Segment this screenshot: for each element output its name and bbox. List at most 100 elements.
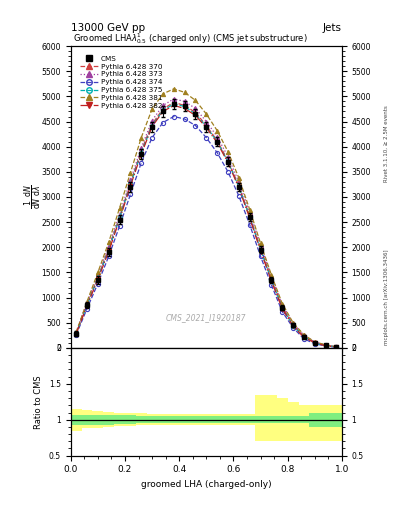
Pythia 6.428 370 [117, 214, 122, 220]
Pythia 6.428 374 [74, 332, 79, 338]
Pythia 6.428 374 [95, 281, 100, 287]
Pythia 6.428 370 [150, 121, 154, 127]
Pythia 6.428 374 [107, 253, 111, 260]
Pythia 6.428 382 [84, 303, 89, 309]
Pythia 6.428 375 [301, 334, 306, 340]
Pythia 6.428 381 [107, 239, 111, 245]
Pythia 6.428 374 [215, 150, 220, 156]
Pythia 6.428 375 [269, 277, 274, 283]
Y-axis label: Ratio to CMS: Ratio to CMS [34, 375, 43, 429]
Pythia 6.428 375 [84, 302, 89, 308]
Pythia 6.428 373 [269, 273, 274, 279]
Pythia 6.428 370 [215, 138, 220, 144]
Pythia 6.428 375 [280, 305, 285, 311]
Pythia 6.428 373 [107, 243, 111, 249]
Pythia 6.428 375 [150, 122, 154, 129]
Pythia 6.428 382 [301, 334, 306, 340]
Pythia 6.428 381 [150, 106, 154, 112]
Pythia 6.428 374 [139, 160, 143, 166]
Pythia 6.428 370 [334, 344, 339, 350]
Pythia 6.428 381 [139, 135, 143, 141]
Pythia 6.428 373 [334, 344, 339, 350]
Line: Pythia 6.428 374: Pythia 6.428 374 [74, 114, 339, 350]
Pythia 6.428 382 [107, 248, 111, 254]
Pythia 6.428 374 [312, 341, 317, 347]
Pythia 6.428 381 [334, 344, 339, 350]
Pythia 6.428 373 [150, 117, 154, 123]
Pythia 6.428 370 [161, 106, 165, 112]
Pythia 6.428 375 [182, 103, 187, 110]
Pythia 6.428 374 [150, 135, 154, 141]
Pythia 6.428 382 [280, 306, 285, 312]
X-axis label: groomed LHA (charged-only): groomed LHA (charged-only) [141, 480, 272, 489]
Pythia 6.428 381 [161, 91, 165, 97]
Pythia 6.428 381 [215, 127, 220, 134]
Pythia 6.428 374 [182, 116, 187, 122]
Pythia 6.428 373 [323, 342, 328, 348]
Pythia 6.428 374 [204, 135, 209, 141]
Pythia 6.428 381 [128, 170, 133, 176]
Line: Pythia 6.428 370: Pythia 6.428 370 [74, 100, 339, 349]
Pythia 6.428 382 [215, 140, 220, 146]
Pythia 6.428 374 [269, 282, 274, 288]
Pythia 6.428 375 [291, 323, 296, 329]
Pythia 6.428 370 [237, 183, 241, 189]
Pythia 6.428 370 [84, 301, 89, 307]
Line: Pythia 6.428 375: Pythia 6.428 375 [74, 102, 339, 349]
Pythia 6.428 370 [128, 180, 133, 186]
Pythia 6.428 373 [128, 177, 133, 183]
Pythia 6.428 382 [334, 344, 339, 350]
Pythia 6.428 381 [171, 86, 176, 92]
Pythia 6.428 373 [237, 179, 241, 185]
Pythia 6.428 375 [204, 123, 209, 130]
Pythia 6.428 382 [161, 109, 165, 115]
Text: Rivet 3.1.10, ≥ 2.5M events: Rivet 3.1.10, ≥ 2.5M events [384, 105, 389, 182]
Pythia 6.428 373 [301, 332, 306, 338]
Line: Pythia 6.428 382: Pythia 6.428 382 [74, 103, 339, 349]
Pythia 6.428 375 [161, 108, 165, 114]
Pythia 6.428 370 [204, 122, 209, 129]
Pythia 6.428 375 [139, 150, 143, 156]
Pythia 6.428 382 [128, 183, 133, 189]
Pythia 6.428 382 [139, 151, 143, 157]
Pythia 6.428 382 [150, 123, 154, 130]
Pythia 6.428 370 [193, 110, 198, 116]
Pythia 6.428 382 [237, 185, 241, 191]
Pythia 6.428 381 [269, 272, 274, 278]
Pythia 6.428 373 [182, 98, 187, 104]
Pythia 6.428 382 [204, 124, 209, 131]
Pythia 6.428 381 [237, 175, 241, 181]
Pythia 6.428 381 [258, 240, 263, 246]
Pythia 6.428 373 [215, 134, 220, 140]
Pythia 6.428 373 [280, 302, 285, 308]
Pythia 6.428 370 [107, 245, 111, 251]
Pythia 6.428 373 [291, 320, 296, 326]
Pythia 6.428 370 [312, 339, 317, 346]
Pythia 6.428 381 [301, 332, 306, 338]
Pythia 6.428 381 [193, 97, 198, 103]
Pythia 6.428 370 [171, 99, 176, 105]
Pythia 6.428 382 [95, 276, 100, 283]
Pythia 6.428 374 [237, 193, 241, 199]
Text: Jets: Jets [323, 23, 342, 33]
Pythia 6.428 374 [247, 222, 252, 228]
Pythia 6.428 375 [128, 181, 133, 187]
Pythia 6.428 373 [139, 144, 143, 151]
Pythia 6.428 375 [226, 159, 230, 165]
Pythia 6.428 382 [291, 323, 296, 329]
Pythia 6.428 381 [312, 339, 317, 345]
Pythia 6.428 370 [247, 213, 252, 219]
Pythia 6.428 375 [258, 247, 263, 253]
Pythia 6.428 370 [258, 245, 263, 251]
Pythia 6.428 370 [280, 304, 285, 310]
Pythia 6.428 373 [193, 105, 198, 112]
Pythia 6.428 373 [161, 102, 165, 109]
Pythia 6.428 374 [280, 309, 285, 315]
Pythia 6.428 373 [84, 300, 89, 306]
Pythia 6.428 375 [95, 275, 100, 282]
Pythia 6.428 374 [84, 306, 89, 312]
Text: mcplots.cern.ch [arXiv:1306.3436]: mcplots.cern.ch [arXiv:1306.3436] [384, 249, 389, 345]
Pythia 6.428 382 [117, 217, 122, 223]
Pythia 6.428 375 [171, 101, 176, 107]
Pythia 6.428 375 [193, 111, 198, 117]
